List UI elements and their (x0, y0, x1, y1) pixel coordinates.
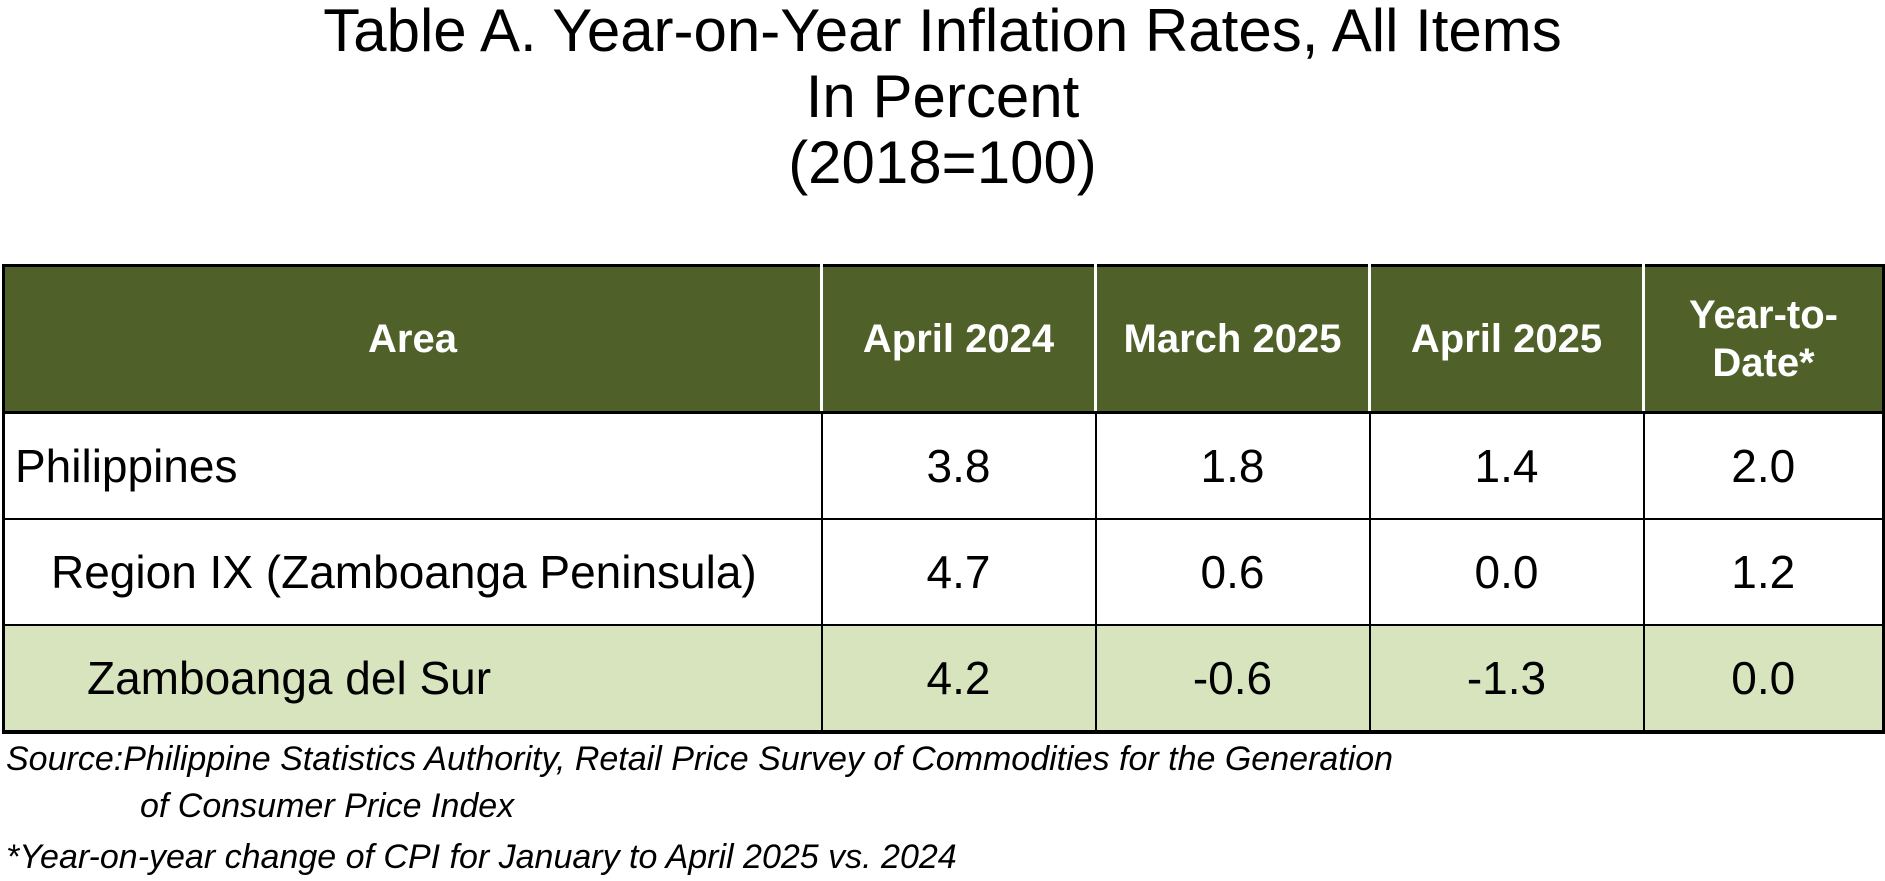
source-note: Source: Philippine Statistics Authority,… (6, 736, 1606, 783)
row-value-year-to-date: 2.0 (1642, 411, 1885, 520)
row-value-april-2024: 4.2 (820, 624, 1097, 734)
inflation-table: Area April 2024 March 2025 April 2025 Ye… (2, 264, 1885, 734)
row-value-april-2024: 3.8 (820, 411, 1097, 520)
row-value-march-2025: 0.6 (1094, 518, 1371, 626)
header-area: Area (2, 264, 823, 414)
source-text-line-2: of Consumer Price Index (140, 787, 515, 825)
table-notes: Source: Philippine Statistics Authority,… (6, 736, 1606, 881)
header-row: Area April 2024 March 2025 April 2025 Ye… (2, 264, 1885, 414)
source-label: Source: (6, 740, 124, 778)
table-row-region-ix: Region IX (Zamboanga Peninsula) 4.7 0.6 … (2, 518, 1885, 626)
header-ytd-line-2: Date* (1712, 341, 1815, 385)
title-line-2: In Percent (805, 63, 1080, 130)
header-ytd-line-1: Year-to- (1689, 293, 1838, 337)
header-april-2025: April 2025 (1368, 264, 1645, 414)
table-row-zamboanga-del-sur: Zamboanga del Sur 4.2 -0.6 -1.3 0.0 (2, 624, 1885, 734)
row-area-name: Zamboanga del Sur (2, 624, 823, 734)
row-value-year-to-date: 1.2 (1642, 518, 1885, 626)
row-value-year-to-date: 0.0 (1642, 624, 1885, 734)
table-row-philippines: Philippines 3.8 1.8 1.4 2.0 (2, 411, 1885, 520)
title-line-1: Table A. Year-on-Year Inflation Rates, A… (323, 0, 1562, 64)
source-text-line-1: Philippine Statistics Authority, Retail … (123, 740, 1394, 778)
header-year-to-date: Year-to- Date* (1642, 264, 1885, 414)
row-value-march-2025: 1.8 (1094, 411, 1371, 520)
row-value-april-2024: 4.7 (820, 518, 1097, 626)
title-line-3: (2018=100) (788, 129, 1097, 196)
year-to-date-footnote: *Year-on-year change of CPI for January … (6, 838, 957, 876)
inflation-table-container: Area April 2024 March 2025 April 2025 Ye… (2, 264, 1885, 734)
row-area-name: Philippines (2, 411, 823, 520)
row-value-april-2025: 1.4 (1368, 411, 1645, 520)
header-april-2024: April 2024 (820, 264, 1097, 414)
row-area-name: Region IX (Zamboanga Peninsula) (2, 518, 823, 626)
header-march-2025: March 2025 (1094, 264, 1371, 414)
row-value-march-2025: -0.6 (1094, 624, 1371, 734)
row-value-april-2025: 0.0 (1368, 518, 1645, 626)
row-value-april-2025: -1.3 (1368, 624, 1645, 734)
table-title: Table A. Year-on-Year Inflation Rates, A… (0, 0, 1885, 196)
